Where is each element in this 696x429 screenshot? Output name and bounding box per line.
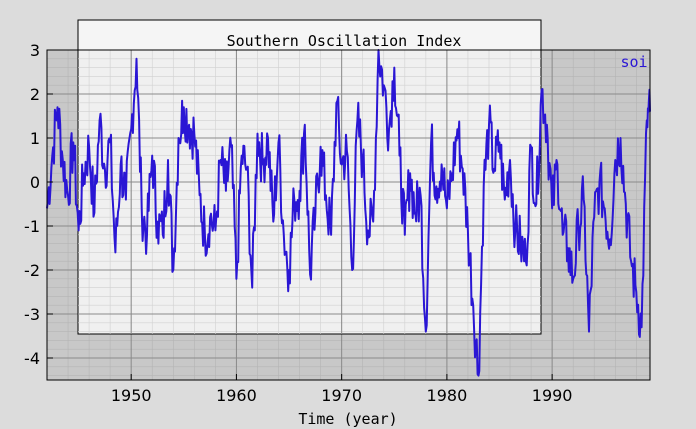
y-tick-label: -1	[24, 217, 40, 236]
y-tick-label: 0	[30, 173, 40, 192]
legend-entry-soi: soi	[620, 53, 647, 71]
y-tick-label: 3	[30, 41, 40, 60]
x-axis-title: Time (year)	[298, 410, 397, 428]
y-tick-label: -3	[24, 305, 40, 324]
x-tick-label: 1950	[111, 386, 152, 405]
x-tick-label: 1990	[532, 386, 573, 405]
chart-title: Southern Oscillation Index	[227, 32, 462, 50]
y-tick-label: -2	[24, 261, 40, 280]
y-tick-label: 2	[30, 85, 40, 104]
plot-border	[46, 49, 651, 381]
y-tick-label: 1	[30, 129, 40, 148]
x-tick-label: 1960	[216, 386, 257, 405]
y-axis-ticks: 3 2 1 0 -1 -2 -3 -4	[24, 41, 53, 368]
x-axis-ticks: 1950 1960 1970 1980 1990	[111, 374, 573, 405]
x-tick-label: 1970	[321, 386, 362, 405]
x-tick-label: 1980	[427, 386, 468, 405]
y-tick-label: -4	[24, 349, 40, 368]
soi-series-line	[46, 49, 651, 377]
